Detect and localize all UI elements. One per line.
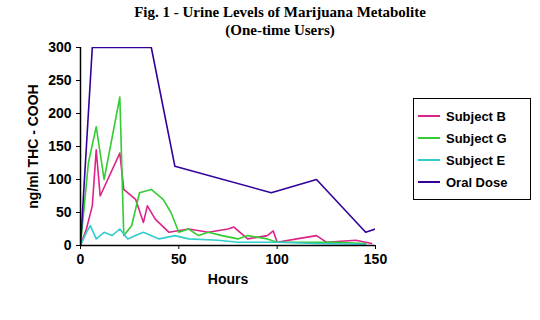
svg-text:0: 0 [77, 251, 85, 267]
svg-text:300: 300 [48, 40, 72, 55]
svg-text:50: 50 [171, 251, 187, 267]
svg-text:50: 50 [56, 204, 72, 220]
svg-text:100: 100 [265, 251, 289, 267]
html-text:(One-time Users): (One-time Users) [225, 22, 335, 38]
html-text:Fig. 1 - Urine Levels of Marij: Fig. 1 - Urine Levels of Marijuana Metab… [134, 4, 426, 20]
svg-text:100: 100 [48, 171, 72, 187]
html-text:Subject G: Subject G [446, 130, 507, 146]
html-text:Subject B: Subject B [446, 108, 506, 124]
svg-text:Hours: Hours [208, 271, 249, 287]
svg-text:250: 250 [48, 72, 72, 88]
svg-text:0: 0 [64, 237, 72, 253]
html-text:Subject E: Subject E [446, 152, 506, 168]
html-text:Oral Dose: Oral Dose [446, 174, 508, 190]
svg-text:ng/ml THC - COOH: ng/ml THC - COOH [25, 84, 41, 208]
svg-text:150: 150 [48, 138, 72, 154]
svg-text:200: 200 [48, 105, 72, 121]
svg-text:150: 150 [364, 251, 388, 267]
